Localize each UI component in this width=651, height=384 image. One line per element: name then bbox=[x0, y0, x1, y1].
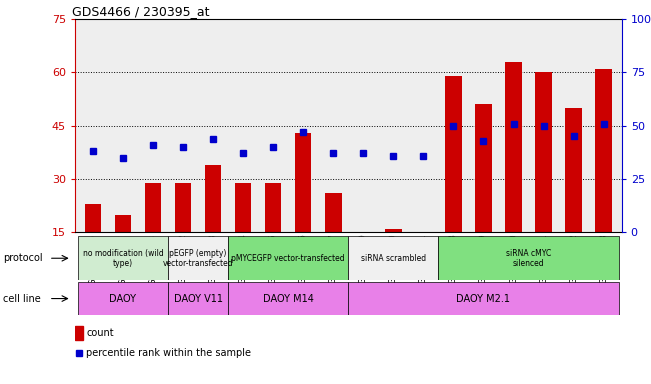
Text: no modification (wild
type): no modification (wild type) bbox=[83, 248, 163, 268]
Bar bbox=[168, 282, 228, 315]
Bar bbox=[115, 215, 132, 232]
Text: GDS4466 / 230395_at: GDS4466 / 230395_at bbox=[72, 5, 210, 18]
Bar bbox=[145, 183, 161, 232]
Bar bbox=[235, 183, 251, 232]
Bar bbox=[535, 73, 552, 232]
Bar bbox=[325, 193, 342, 232]
Bar bbox=[348, 236, 438, 280]
Text: pEGFP (empty)
vector-transfected: pEGFP (empty) vector-transfected bbox=[163, 248, 233, 268]
Bar bbox=[174, 183, 191, 232]
Text: pMYCEGFP vector-transfected: pMYCEGFP vector-transfected bbox=[231, 254, 345, 263]
Bar bbox=[168, 236, 228, 280]
Text: DAOY M2.1: DAOY M2.1 bbox=[456, 293, 510, 304]
Text: siRNA cMYC
silenced: siRNA cMYC silenced bbox=[506, 248, 551, 268]
Bar bbox=[475, 104, 492, 232]
Bar bbox=[505, 62, 522, 232]
Bar bbox=[265, 183, 281, 232]
Text: DAOY M14: DAOY M14 bbox=[263, 293, 314, 304]
Bar bbox=[348, 282, 618, 315]
Text: DAOY V11: DAOY V11 bbox=[174, 293, 223, 304]
Bar bbox=[78, 282, 168, 315]
Bar bbox=[445, 76, 462, 232]
Bar bbox=[205, 165, 221, 232]
Bar bbox=[85, 204, 101, 232]
Bar bbox=[228, 236, 348, 280]
Bar bbox=[295, 133, 311, 232]
Text: percentile rank within the sample: percentile rank within the sample bbox=[86, 348, 251, 358]
Bar bbox=[385, 229, 402, 232]
Text: count: count bbox=[86, 328, 114, 338]
Text: DAOY: DAOY bbox=[109, 293, 137, 304]
Bar bbox=[75, 326, 83, 340]
Text: siRNA scrambled: siRNA scrambled bbox=[361, 254, 426, 263]
Bar bbox=[596, 69, 612, 232]
Bar bbox=[78, 236, 168, 280]
Text: protocol: protocol bbox=[3, 253, 43, 263]
Bar bbox=[438, 236, 618, 280]
Text: cell line: cell line bbox=[3, 293, 41, 304]
Bar bbox=[228, 282, 348, 315]
Bar bbox=[565, 108, 582, 232]
